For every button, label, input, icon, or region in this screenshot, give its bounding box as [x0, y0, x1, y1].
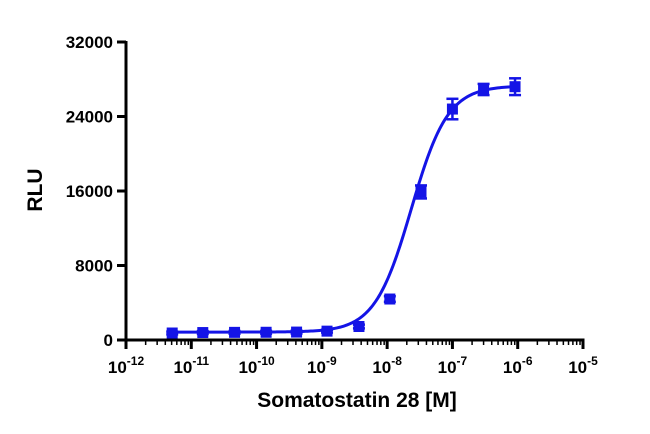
x-tick-label: 10-11: [173, 354, 209, 377]
data-marker: [446, 103, 458, 115]
data-marker: [353, 320, 365, 332]
data-point: [166, 327, 179, 339]
data-point: [352, 320, 365, 332]
y-tick-label: 24000: [66, 108, 113, 127]
x-tick-label: 10-7: [438, 354, 468, 377]
y-tick-label: 32000: [66, 33, 113, 52]
data-point: [383, 293, 396, 305]
data-point: [509, 77, 522, 97]
x-tick-label: 10-10: [238, 354, 275, 377]
data-point: [290, 326, 303, 338]
data-points-layer: [166, 77, 522, 339]
data-marker: [197, 327, 209, 339]
x-tick-label: 10-8: [372, 354, 402, 377]
data-point: [228, 326, 241, 338]
data-point: [321, 325, 334, 337]
data-marker: [321, 325, 333, 337]
data-marker: [478, 83, 490, 95]
y-tick-label: 0: [104, 331, 113, 350]
data-point: [196, 327, 209, 339]
x-tick-label: 10-6: [503, 354, 533, 377]
data-marker: [509, 81, 521, 93]
fit-curve: [172, 85, 516, 334]
fit-curve-layer: [172, 85, 516, 334]
y-axis-title: RLU: [24, 168, 47, 211]
y-tick-label: 16000: [66, 182, 113, 201]
data-point: [477, 82, 490, 97]
data-point: [446, 97, 459, 121]
data-point: [414, 184, 427, 200]
x-tick-label: 10-5: [568, 354, 598, 377]
y-tick-label: 8000: [75, 257, 113, 276]
data-marker: [384, 293, 396, 305]
data-point: [260, 326, 273, 338]
data-marker: [229, 326, 241, 338]
x-tick-label: 10-9: [307, 354, 337, 377]
data-marker: [415, 186, 427, 198]
x-tick-label: 10-12: [108, 354, 145, 377]
data-marker: [166, 327, 178, 339]
data-marker: [260, 326, 272, 338]
x-axis-title: Somatostatin 28 [M]: [257, 389, 457, 412]
data-marker: [291, 326, 303, 338]
tick-group: 0 8000 16000 24000 32000 10-12 10-11 10-10 10-9 1…: [66, 33, 598, 377]
